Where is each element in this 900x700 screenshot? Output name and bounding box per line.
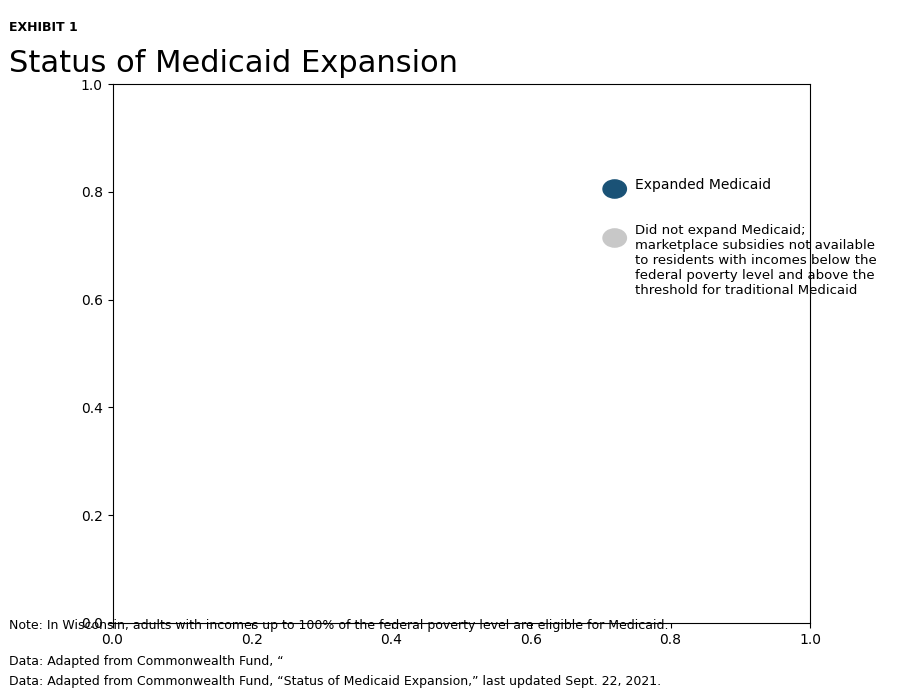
- Text: Data: Adapted from Commonwealth Fund, “: Data: Adapted from Commonwealth Fund, “: [9, 654, 284, 668]
- Text: Status of Medicaid Expansion: Status of Medicaid Expansion: [9, 49, 458, 78]
- Text: Expanded Medicaid: Expanded Medicaid: [634, 178, 770, 192]
- Text: Note: In Wisconsin, adults with incomes up to 100% of the federal poverty level : Note: In Wisconsin, adults with incomes …: [9, 620, 669, 633]
- Text: Did not expand Medicaid;
marketplace subsidies not available
to residents with i: Did not expand Medicaid; marketplace sub…: [634, 224, 877, 297]
- Text: Data: Adapted from Commonwealth Fund, “Status of Medicaid Expansion,” last updat: Data: Adapted from Commonwealth Fund, “S…: [9, 676, 662, 689]
- Text: EXHIBIT 1: EXHIBIT 1: [9, 21, 77, 34]
